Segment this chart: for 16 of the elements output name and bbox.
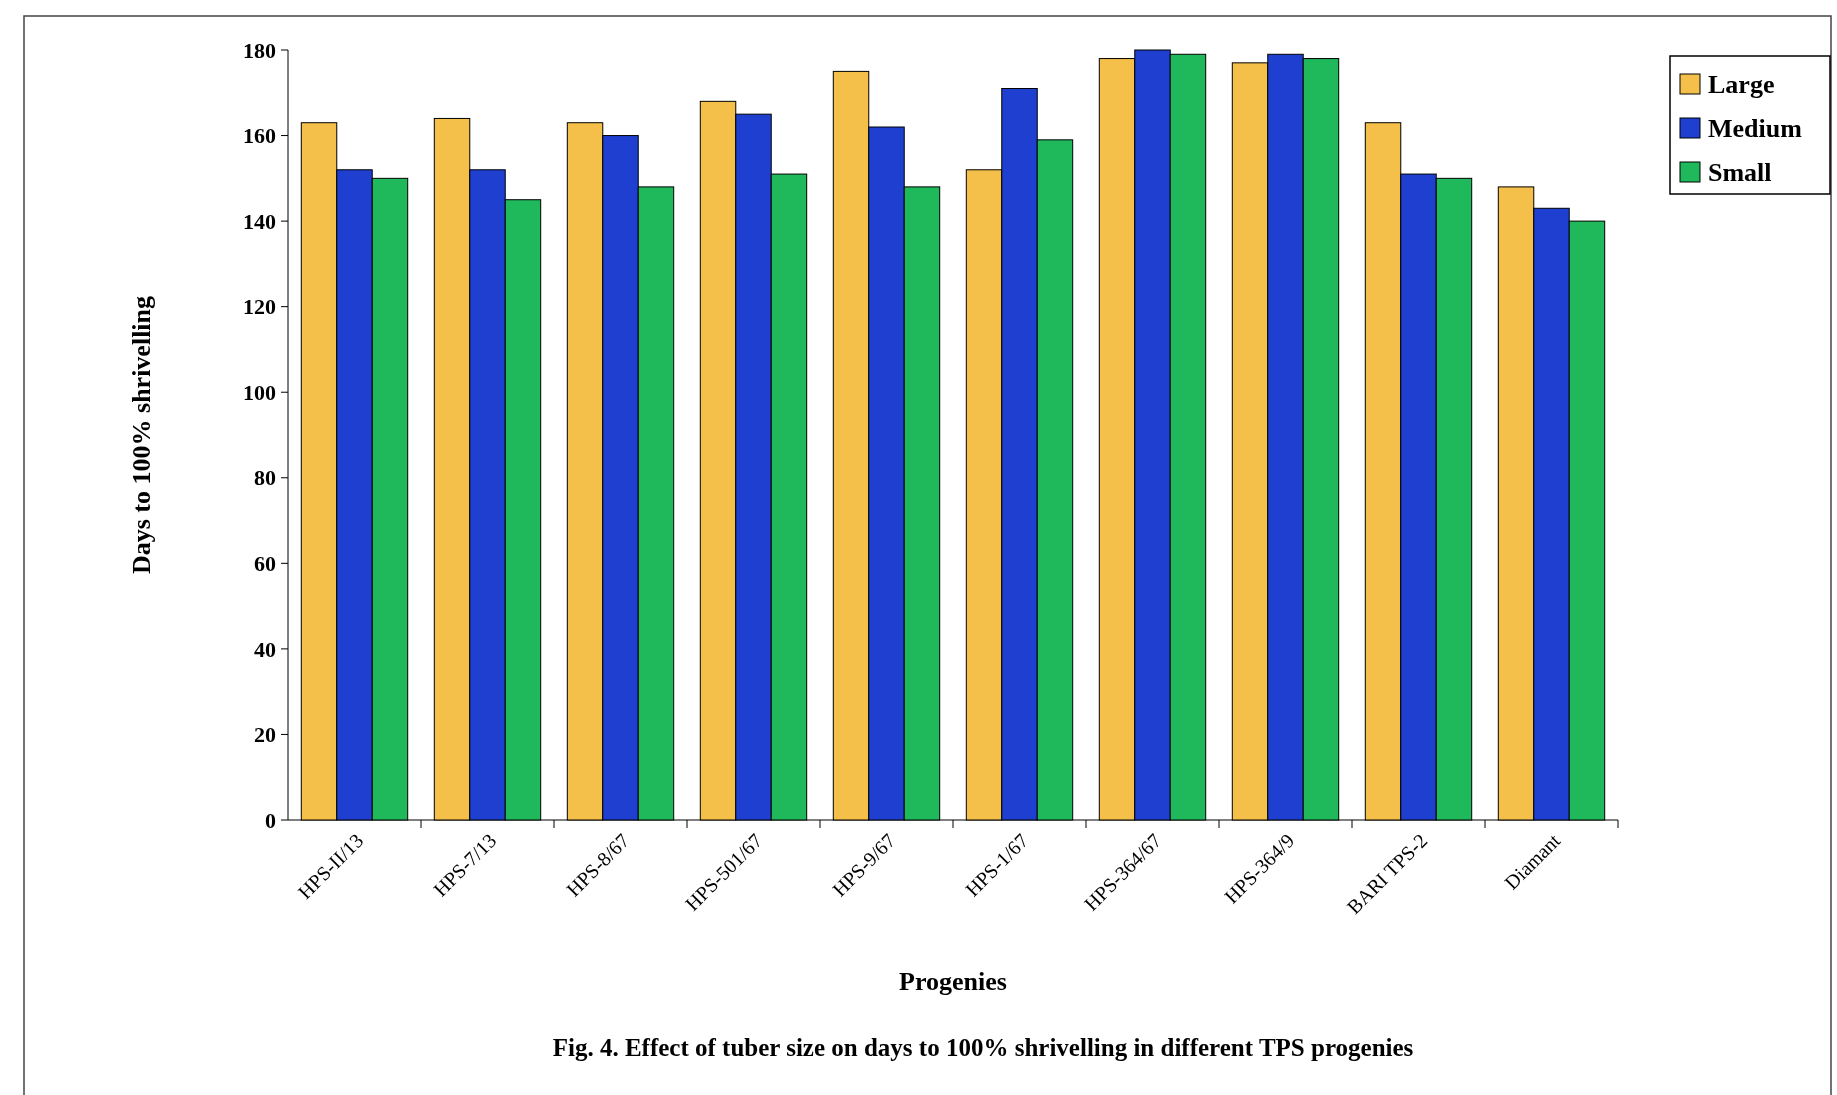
y-tick-label: 120 — [243, 294, 276, 320]
legend-label: Large — [1708, 70, 1775, 100]
y-tick-label: 100 — [243, 379, 276, 405]
y-tick-label: 160 — [243, 123, 276, 149]
legend-label: Medium — [1708, 114, 1803, 144]
y-tick-label: 180 — [243, 37, 276, 63]
legend-label: Small — [1708, 158, 1772, 188]
x-axis-title: Progenies — [899, 967, 1007, 996]
y-axis-title: Days to 100% shrivelling — [127, 295, 156, 575]
y-tick-label: 40 — [254, 636, 276, 662]
y-tick-label: 80 — [254, 465, 276, 491]
text: Fig. 4. Effect of tuber size on days to 100% shrivelling in different TPS progenies — [552, 1034, 1414, 1061]
y-tick-label: 0 — [265, 807, 276, 833]
y-tick-label: 140 — [243, 208, 276, 234]
y-tick-label: 20 — [254, 722, 276, 748]
y-tick-label: 60 — [254, 551, 276, 577]
